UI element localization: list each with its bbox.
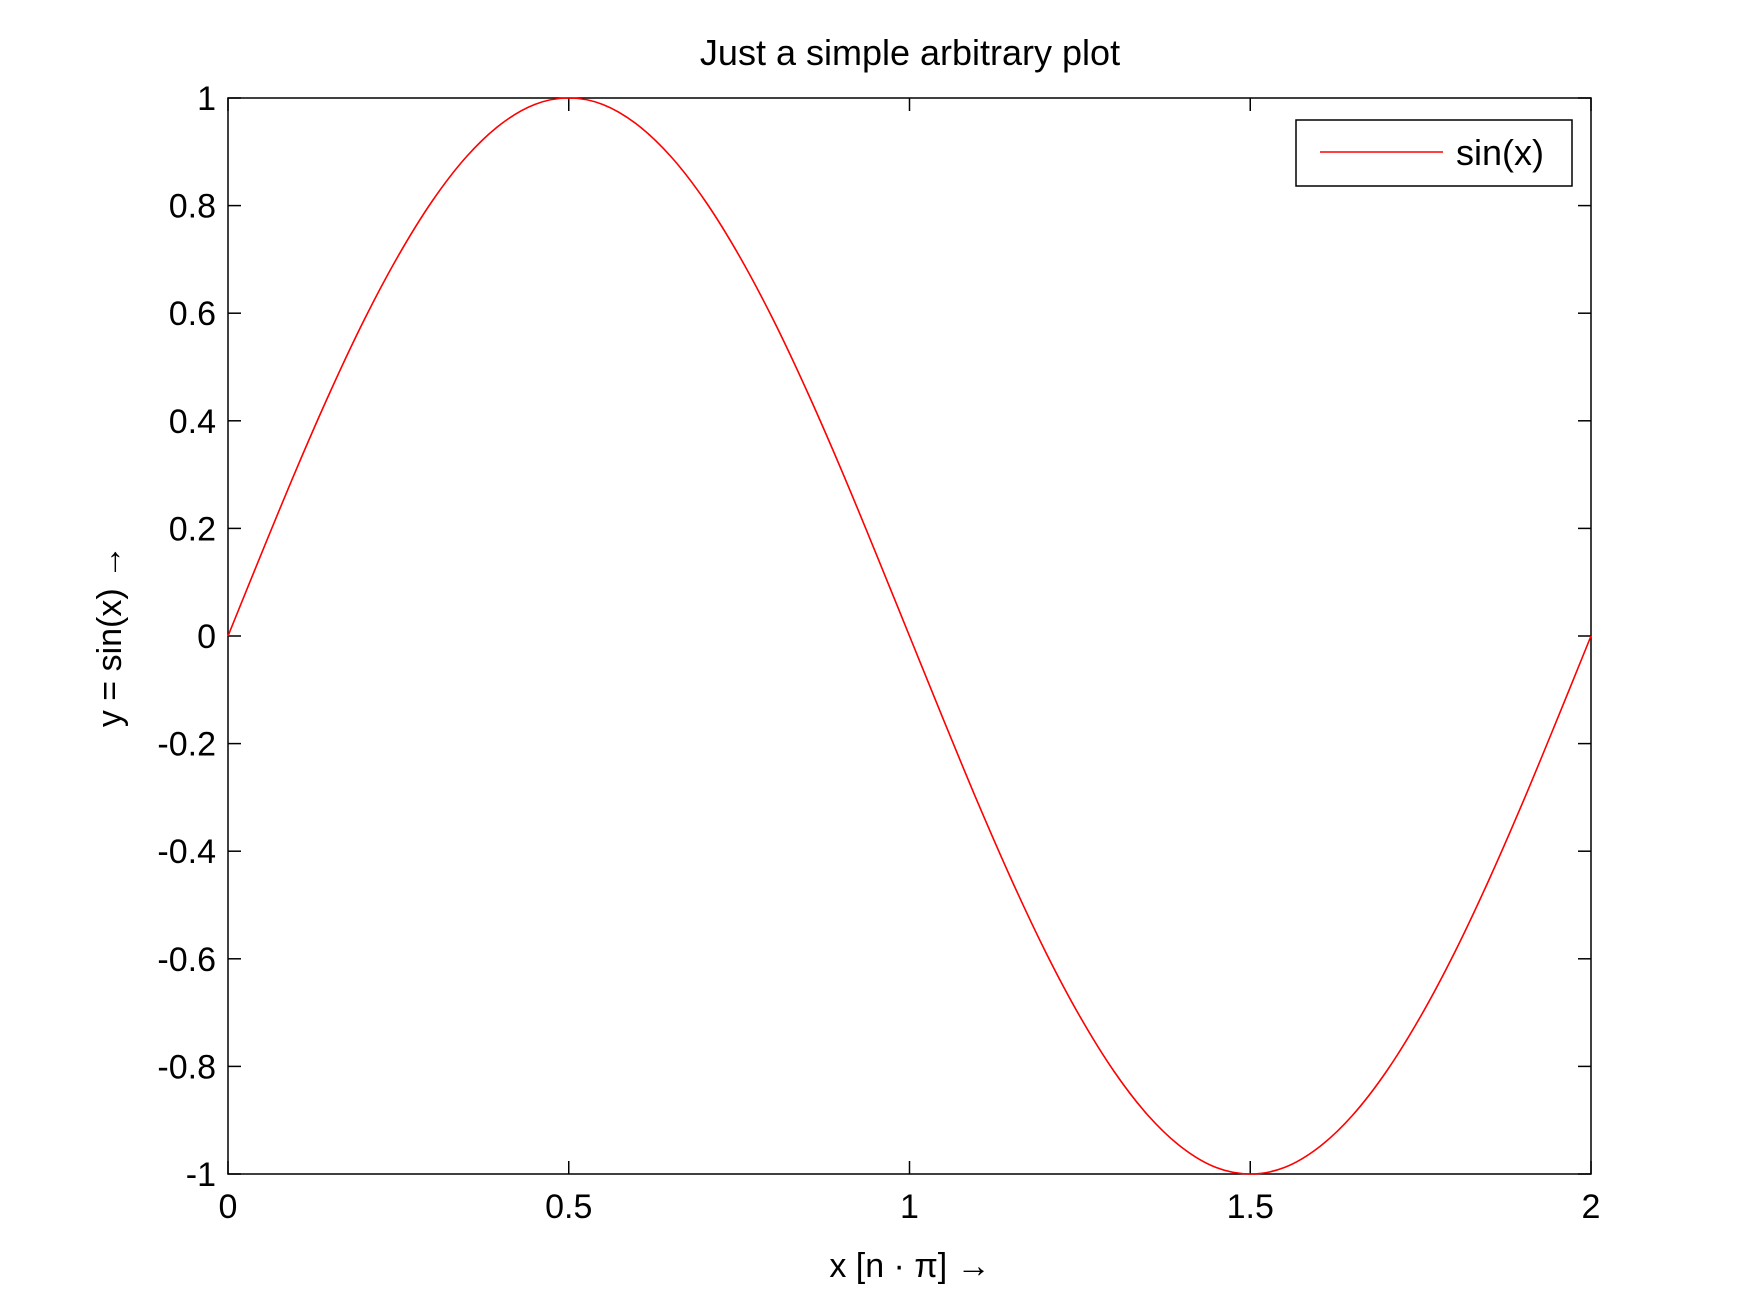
y-tick-label: -0.8 xyxy=(157,1048,216,1086)
legend-box xyxy=(1295,119,1573,187)
y-tick-label: -0.6 xyxy=(157,941,216,979)
y-tick-label: 1 xyxy=(197,80,216,118)
y-tick-label: -0.2 xyxy=(157,726,216,764)
x-tick-label: 0 xyxy=(219,1188,238,1226)
y-axis-label: y = sin(x) → xyxy=(91,545,129,727)
y-tick-label: 0.6 xyxy=(169,295,216,333)
x-tick-label: 2 xyxy=(1582,1188,1601,1226)
y-tick-labels: 1 0.8 0.6 0.4 0.2 0 -0.2 -0.4 -0.6 -0.8 -1 xyxy=(157,80,216,1194)
legend: sin(x) xyxy=(1295,119,1573,187)
y-tick-label: 0.2 xyxy=(169,510,216,548)
y-tick-label: -1 xyxy=(186,1156,216,1194)
y-tick-label: -0.4 xyxy=(157,833,216,871)
y-tick-label: 0 xyxy=(197,618,216,656)
x-axis-label: x [n · π] → xyxy=(829,1247,990,1285)
x-tick-label: 1 xyxy=(900,1188,919,1226)
x-tick-label: 1.5 xyxy=(1227,1188,1274,1226)
legend-label-sin-x: sin(x) xyxy=(1456,132,1544,173)
chart-title: Just a simple arbitrary plot xyxy=(700,32,1120,73)
axis-ticks xyxy=(227,97,1592,1175)
y-tick-label: 0.4 xyxy=(169,403,216,441)
x-tick-labels: 0 0.5 1 1.5 2 xyxy=(219,1188,1601,1226)
series-line-sin-x xyxy=(227,97,1592,1175)
y-tick-label: 0.8 xyxy=(169,188,216,226)
x-tick-label: 0.5 xyxy=(545,1188,592,1226)
